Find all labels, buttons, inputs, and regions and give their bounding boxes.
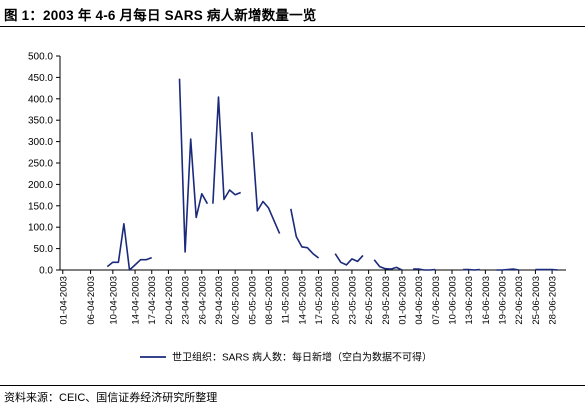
x-tick-label: 25-06-2003 [531, 276, 542, 325]
x-tick-label: 17-04-2003 [147, 276, 158, 325]
x-tick-label: 20-05-2003 [331, 276, 342, 325]
y-tick-label: 150.0 [28, 201, 53, 212]
x-tick-label: 01-04-2003 [58, 276, 69, 325]
series-line-segment [106, 223, 152, 271]
x-tick-label: 14-05-2003 [297, 276, 308, 325]
y-tick-label: 350.0 [28, 116, 53, 127]
series-line-segment [212, 96, 241, 204]
y-tick-label: 500.0 [28, 52, 53, 63]
chart-title: 图 1：2003 年 4-6 月每日 SARS 病人新增数量一览 [4, 8, 317, 23]
series-line-segment [178, 78, 209, 253]
y-tick-label: 200.0 [28, 180, 53, 191]
series-line-segment [251, 132, 281, 234]
y-tick-label: 450.0 [28, 73, 53, 84]
x-tick-label: 23-05-2003 [347, 276, 358, 325]
y-tick-label: 50.0 [34, 244, 54, 255]
x-tick-label: 26-05-2003 [364, 276, 375, 325]
x-tick-label: 22-06-2003 [514, 276, 525, 325]
x-tick-label: 10-06-2003 [448, 276, 459, 325]
footer-divider [0, 385, 585, 386]
x-tick-label: 23-04-2003 [181, 276, 192, 325]
x-tick-label: 05-05-2003 [247, 276, 258, 325]
plot-area [106, 78, 558, 271]
x-tick-label: 19-06-2003 [498, 276, 509, 325]
x-tick-label: 29-05-2003 [381, 276, 392, 325]
series-line-segment [496, 268, 519, 271]
title-divider [0, 26, 585, 27]
x-tick-label: 20-04-2003 [164, 276, 175, 325]
x-tick-label: 14-04-2003 [131, 276, 142, 325]
series-line-segment [290, 208, 320, 259]
y-tick-label: 100.0 [28, 223, 53, 234]
y-tick-label: 250.0 [28, 159, 53, 170]
x-tick-label: 16-06-2003 [481, 276, 492, 325]
legend-label: 世卫组织：SARS 病人数：每日新增（空白为数据不可得） [172, 351, 432, 364]
x-axis: 01-04-2003 06-04-2003 10-04-2003 14-04-2003… [58, 269, 566, 325]
x-tick-label: 06-04-2003 [86, 276, 97, 325]
x-tick-label: 29-04-2003 [214, 276, 225, 325]
series-line-segment [413, 268, 436, 271]
x-tick-label: 02-05-2003 [231, 276, 242, 325]
x-tick-label: 13-06-2003 [464, 276, 475, 325]
x-tick-label: 26-04-2003 [197, 276, 208, 325]
series-line-segment [373, 259, 403, 271]
x-tick-label: 08-05-2003 [264, 276, 275, 325]
legend: 世卫组织：SARS 病人数：每日新增（空白为数据不可得） [140, 351, 432, 364]
x-tick-label: 04-06-2003 [414, 276, 425, 325]
x-tick-label: 10-04-2003 [108, 276, 119, 325]
x-tick-label: 07-06-2003 [431, 276, 442, 325]
y-tick-label: 300.0 [28, 137, 53, 148]
x-tick-label: 01-06-2003 [397, 276, 408, 325]
series-line-segment [334, 253, 364, 266]
x-tick-label: 28-06-2003 [548, 276, 559, 325]
y-tick-label: 400.0 [28, 94, 53, 105]
x-tick-label: 11-05-2003 [281, 276, 292, 324]
y-tick-label: 0.0 [39, 266, 53, 277]
y-axis: 0.0 50.0 100.0 150.0 200.0 250.0 300.0 350.0 400… [28, 52, 61, 277]
source-note: 资料来源：CEIC、国信证券经济研究所整理 [4, 392, 218, 404]
x-tick-label: 17-05-2003 [314, 276, 325, 325]
